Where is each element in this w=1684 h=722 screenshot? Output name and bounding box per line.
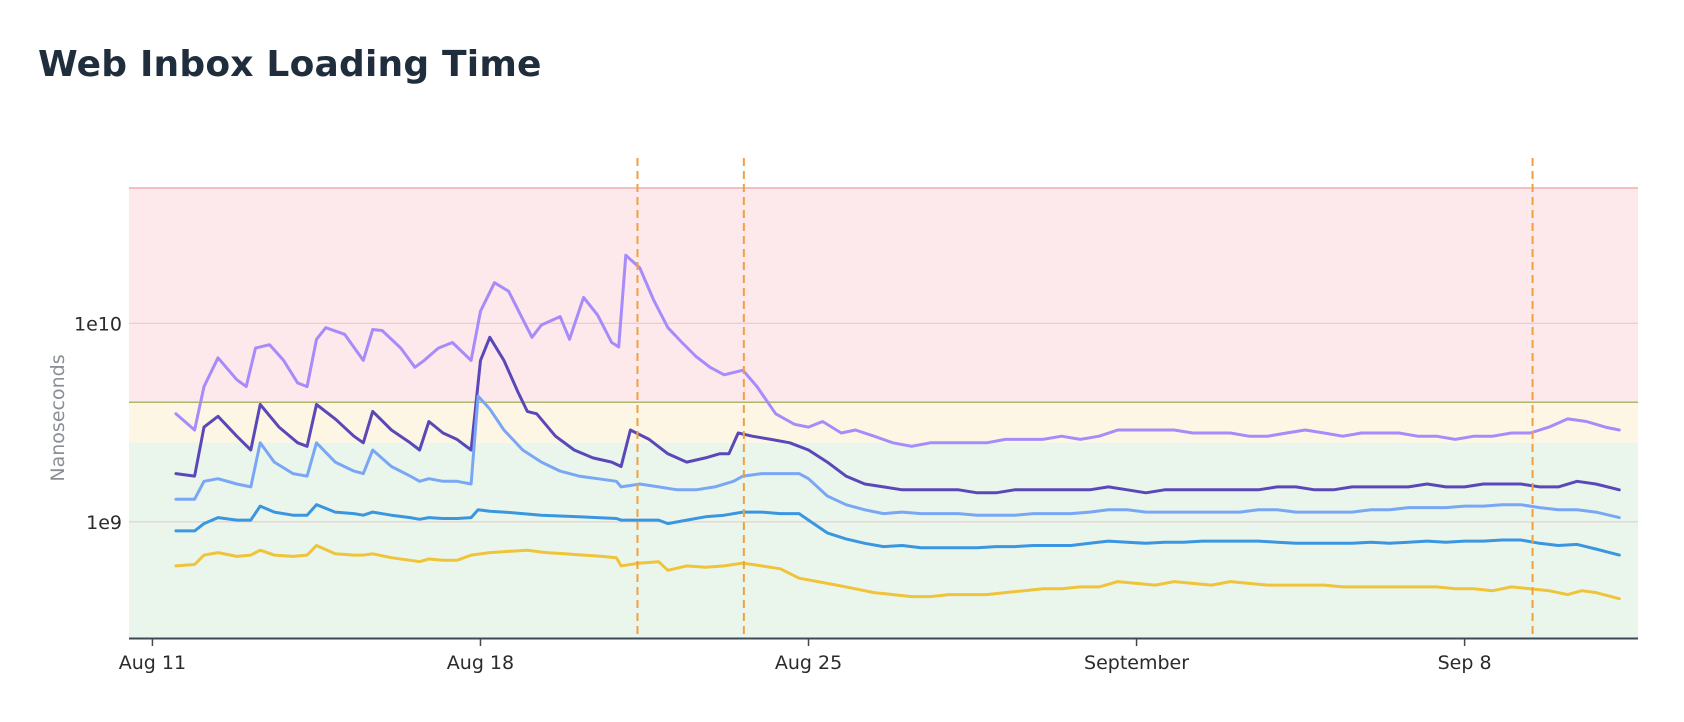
x-tick-label-4: Sep 8	[1438, 652, 1492, 674]
band-warning	[129, 402, 1638, 443]
y-tick-label-1: 1e10	[74, 313, 122, 335]
series-line-p75	[174, 503, 1621, 557]
x-tick-label-0: Aug 11	[119, 652, 186, 674]
y-tick-label-0: 1e9	[86, 512, 122, 534]
band-critical	[129, 188, 1638, 403]
chart-title: Web Inbox Loading Time	[38, 44, 542, 85]
gridlines	[129, 322, 1638, 523]
x-tick-label-2: Aug 25	[775, 652, 842, 674]
series-line-max	[174, 253, 1621, 448]
series-line-p50	[174, 544, 1621, 601]
threshold-bands	[129, 187, 1638, 638]
band-ok	[129, 442, 1638, 638]
series-line-p95	[174, 335, 1621, 495]
y-axis-ticks: 1e9 1e10	[74, 313, 122, 534]
y-axis-label: Nanoseconds	[47, 354, 69, 481]
x-tick-label-1: Aug 18	[447, 652, 514, 674]
x-axis-ticks: Aug 11 Aug 18 Aug 25 September Sep 8	[119, 638, 1492, 674]
event-markers	[636, 158, 1534, 638]
series-layer	[174, 253, 1621, 601]
series-line-p90	[174, 394, 1621, 520]
x-tick-label-3: September	[1084, 652, 1189, 674]
